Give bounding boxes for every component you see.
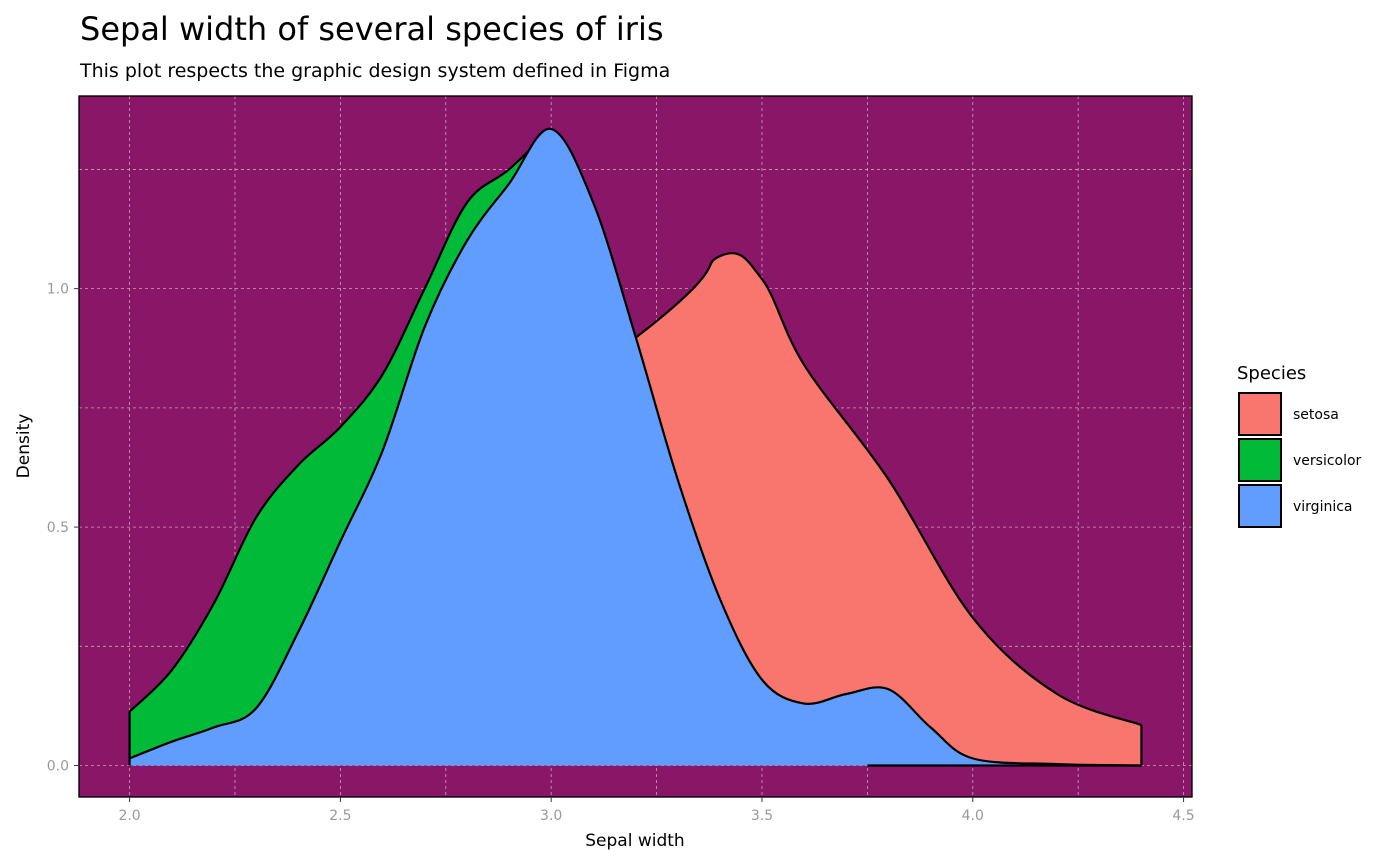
x-axis-label: Sepal width: [585, 831, 684, 851]
x-tick-label: 4.5: [1172, 808, 1194, 824]
plot-border: [78, 95, 1193, 798]
outline-versicolor: [128, 128, 552, 713]
legend-key-versicolor: [1238, 438, 1282, 482]
y-tick-label: 1.0: [47, 282, 69, 298]
y-axis: 0.0 0.5 1.0: [47, 282, 79, 775]
legend: Species setosa versicolor virginica: [1237, 363, 1362, 528]
chart-subtitle: This plot respects the graphic design sy…: [79, 60, 670, 82]
y-tick-label: 0.0: [47, 759, 69, 775]
density-areas: [128, 127, 1143, 767]
y-tick-label: 0.5: [47, 520, 69, 536]
legend-title: Species: [1237, 363, 1306, 384]
chart-title: Sepal width of several species of iris: [80, 10, 664, 48]
x-tick-label: 2.0: [118, 808, 140, 824]
outline-virginica: [129, 127, 1142, 767]
legend-label-virginica: virginica: [1293, 499, 1353, 515]
x-axis: 2.0 2.5 3.0 3.5 4.0 4.5: [118, 797, 1195, 824]
x-tick-label: 3.5: [751, 808, 773, 824]
y-axis-label: Density: [14, 414, 34, 479]
legend-label-setosa: setosa: [1293, 407, 1339, 423]
legend-key-virginica: [1238, 484, 1282, 528]
area-virginica: [129, 128, 1142, 766]
x-tick-label: 2.5: [329, 808, 351, 824]
legend-label-versicolor: versicolor: [1293, 453, 1362, 469]
legend-key-setosa: [1238, 392, 1282, 436]
x-tick-label: 3.0: [540, 808, 562, 824]
x-tick-label: 4.0: [962, 808, 984, 824]
